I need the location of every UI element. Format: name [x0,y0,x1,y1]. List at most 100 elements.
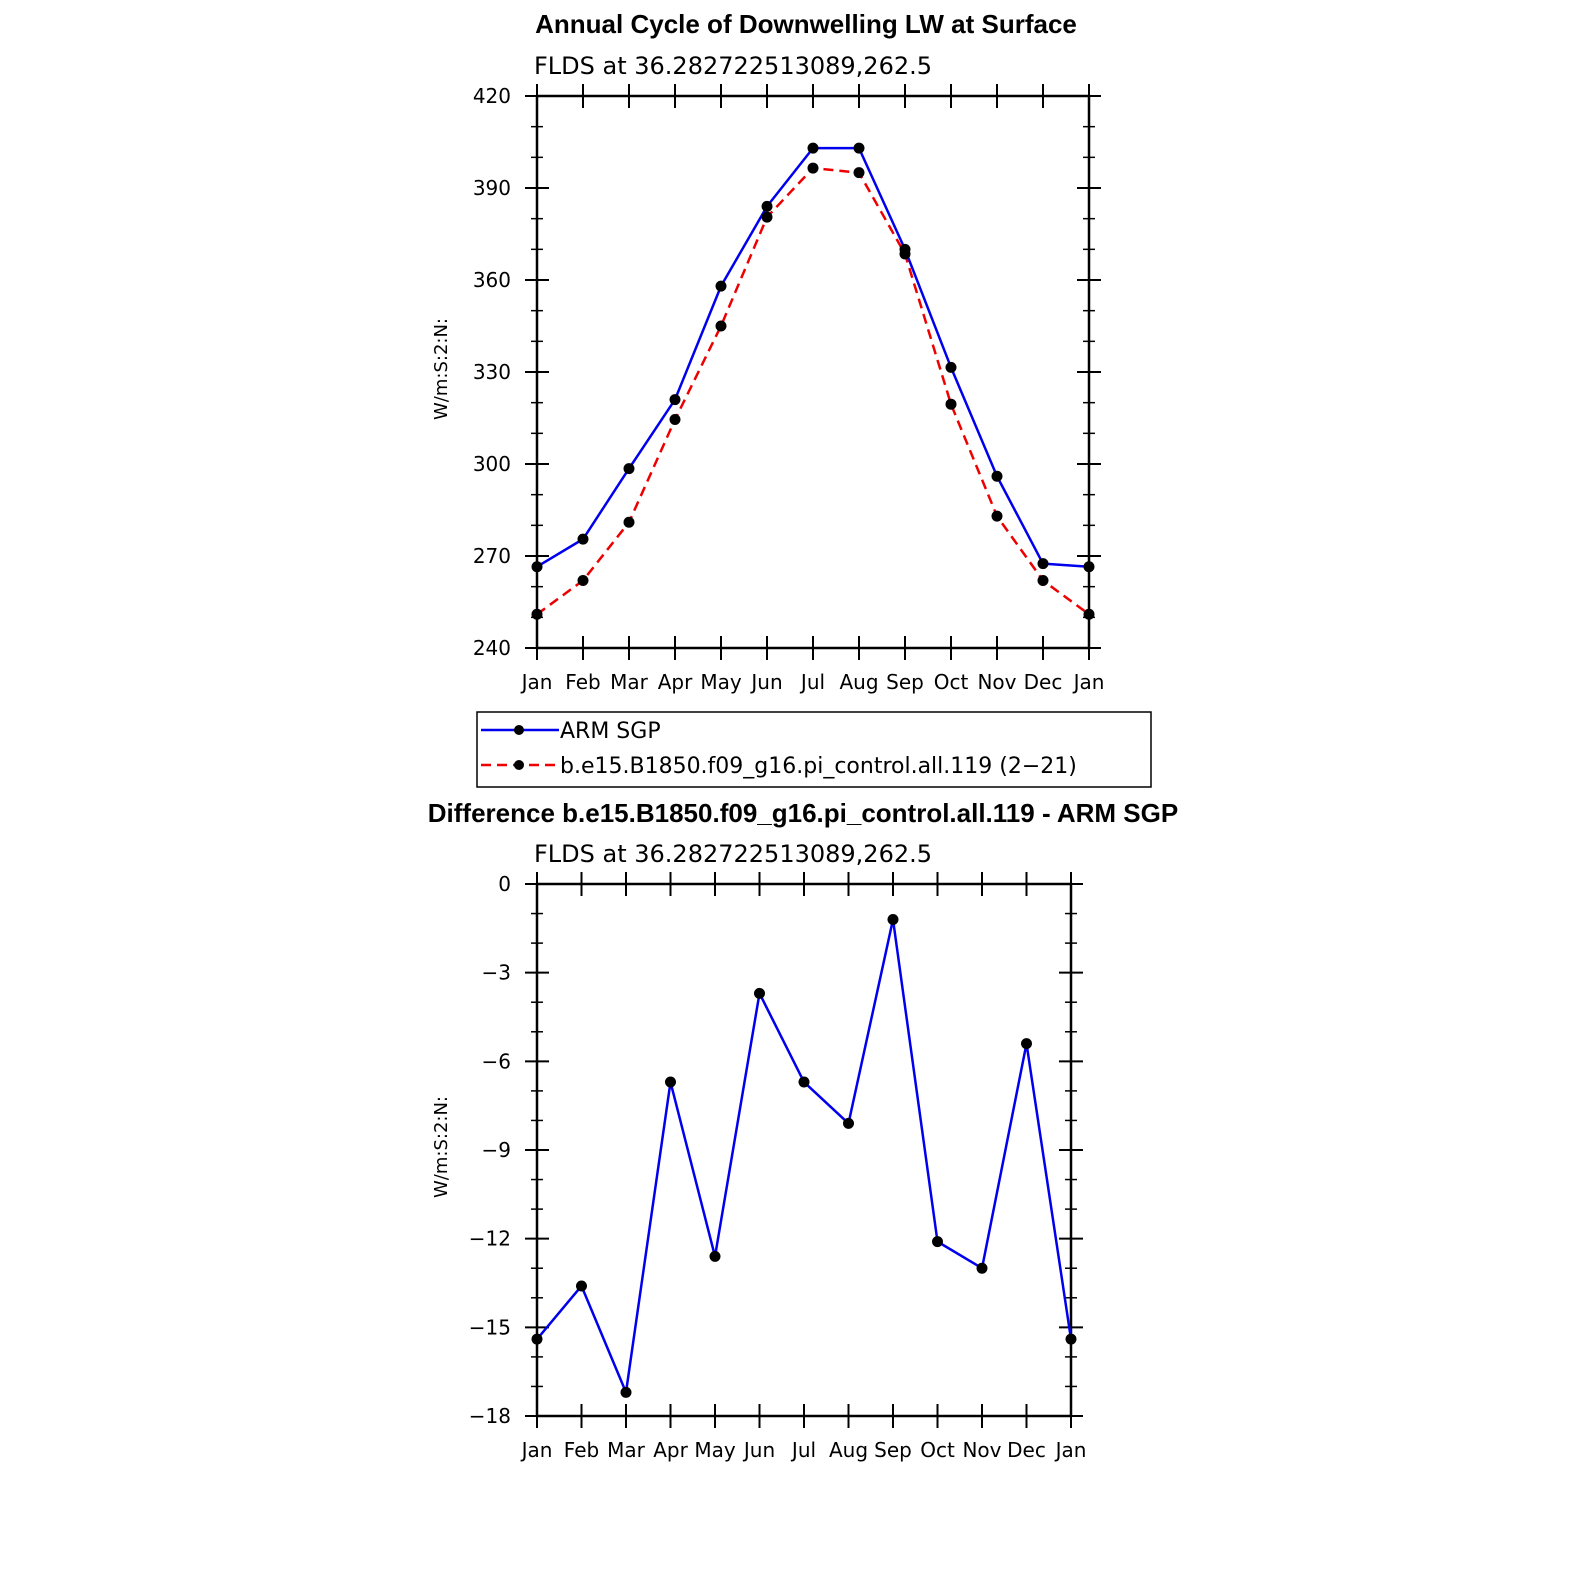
y-tick-label: −18 [469,1404,511,1428]
x-tick-label: Aug [829,1438,868,1462]
data-point-arm-sgp [623,463,635,475]
x-tick-label: Jul [790,1438,816,1462]
data-point-b-e15-b1850-f09-g16-pi-control-all-119-2-21 [1083,608,1095,620]
y-tick-label: −3 [482,961,511,985]
x-tick-label: May [694,1438,736,1462]
x-tick-label: Sep [874,1438,912,1462]
data-point-arm-sgp [1083,561,1095,573]
data-point-arm-sgp [807,142,819,154]
x-tick-label: Dec [1007,1438,1046,1462]
y-tick-label: 240 [473,636,511,660]
legend-marker-model [514,760,524,770]
y-tick-label: 330 [473,360,511,384]
data-point-b-e15-b1850-f09-g16-pi-control-all-119-2-21 [669,414,681,426]
data-point-b-e15-b1850-f09-g16-pi-control-all-119-2-21 [577,575,589,587]
data-point-arm-sgp [669,394,681,406]
legend-label-arm-sgp: ARM SGP [560,719,661,744]
x-tick-label: Apr [658,670,693,694]
legend-marker-arm-sgp [514,725,524,735]
y-tick-label: −6 [482,1049,511,1073]
data-point-b-e15-b1850-f09-g16-pi-control-all-119-2-21 [899,248,911,260]
annual-cycle-chart: Annual Cycle of Downwelling LW at Surfac… [431,9,1104,694]
y-tick-labels: −18 −15 −12 −9 −6 −3 0 [469,872,511,1428]
data-point-1 [754,987,765,999]
x-tick-label: Feb [565,670,600,694]
data-point-1 [709,1250,721,1262]
data-point-b-e15-b1850-f09-g16-pi-control-all-119-2-21 [531,608,543,620]
data-point-1 [843,1117,854,1129]
x-tick-label: Jul [799,670,825,694]
series-line-arm-sgp [536,146,1090,568]
data-point-1 [887,913,899,925]
x-tick-label: Nov [977,670,1016,694]
y-tick-label: 300 [473,452,511,476]
data-point-1 [976,1262,988,1274]
x-tick-label: Nov [962,1438,1001,1462]
data-point-b-e15-b1850-f09-g16-pi-control-all-119-2-21 [715,320,727,332]
data-point-arm-sgp [715,280,727,292]
x-tick-label: Oct [920,1438,955,1462]
legend-frame [476,711,1152,788]
plot-frame [535,882,1073,1418]
chart-subtitle: FLDS at 36.282722513089,262.5 [534,52,932,80]
data-point-1 [576,1280,587,1292]
data-point-1 [665,1076,676,1088]
data-point-1 [531,1333,543,1345]
data-point-1 [1065,1333,1077,1345]
data-point-b-e15-b1850-f09-g16-pi-control-all-119-2-21 [761,211,773,223]
y-axis-label: W/m:S:2:N: [431,318,452,420]
series-layer [531,913,1077,1398]
y-tick-labels: 240 270 300 330 360 390 420 [473,84,511,660]
plot-frame [535,94,1091,650]
x-tick-label: Mar [610,670,649,694]
data-point-arm-sgp [853,142,865,154]
x-tick-label: Jan [1072,670,1105,694]
data-point-1 [798,1076,810,1088]
x-tick-labels: Jan Feb Mar Apr May Jun Jul Aug Sep Oct Nov Dec Jan [520,670,1105,694]
data-point-b-e15-b1850-f09-g16-pi-control-all-119-2-21 [807,162,819,174]
y-tick-label: −15 [469,1315,511,1339]
x-tick-label: Jan [520,1438,553,1462]
data-point-b-e15-b1850-f09-g16-pi-control-all-119-2-21 [1037,575,1049,587]
data-point-arm-sgp [761,200,773,212]
chart-title: Difference b.e15.B1850.f09_g16.pi_contro… [428,798,1178,828]
data-point-arm-sgp [531,561,543,573]
difference-chart: Difference b.e15.B1850.f09_g16.pi_contro… [428,798,1178,1462]
legend-item-model: b.e15.B1850.f09_g16.pi_control.all.119 (… [481,754,1077,779]
y-tick-label: 270 [473,544,511,568]
data-point-arm-sgp [577,533,589,545]
data-point-arm-sgp [945,361,957,373]
series-line-b-e15-b1850-f09-g16-pi-control-all-119-2-21 [536,166,1090,616]
x-tick-label: Oct [934,670,969,694]
series-layer [531,142,1095,620]
x-tick-label: Jan [1054,1438,1087,1462]
y-tick-label: −9 [482,1138,511,1162]
data-point-arm-sgp [991,470,1003,482]
chart-subtitle: FLDS at 36.282722513089,262.5 [534,840,932,868]
x-tick-label: Sep [886,670,924,694]
legend-item-arm-sgp: ARM SGP [481,719,661,744]
legend-label-model: b.e15.B1850.f09_g16.pi_control.all.119 (… [560,754,1077,779]
chart-title: Annual Cycle of Downwelling LW at Surfac… [535,9,1077,39]
x-tick-labels: Jan Feb Mar Apr May Jun Jul Aug Sep Oct Nov Dec Jan [520,1438,1087,1462]
data-point-1 [620,1386,632,1398]
y-tick-label: 420 [473,84,511,108]
data-point-arm-sgp [1037,558,1049,570]
legend: ARM SGP b.e15.B1850.f09_g16.pi_control.a… [476,711,1152,788]
y-tick-label: 0 [498,872,511,896]
data-point-b-e15-b1850-f09-g16-pi-control-all-119-2-21 [623,516,635,528]
y-axis-label: W/m:S:2:N: [431,1096,452,1198]
data-point-b-e15-b1850-f09-g16-pi-control-all-119-2-21 [991,510,1003,522]
y-tick-label: 360 [473,268,511,292]
y-tick-label: −12 [469,1227,511,1251]
data-point-b-e15-b1850-f09-g16-pi-control-all-119-2-21 [853,167,865,179]
data-point-1 [932,1236,943,1248]
x-tick-label: Dec [1024,670,1063,694]
x-tick-label: Jun [742,1438,775,1462]
y-tick-label: 390 [473,176,511,200]
axis-ticks [525,872,1083,1428]
x-tick-label: Feb [564,1438,599,1462]
x-tick-label: Aug [839,670,878,694]
series-line-1 [536,918,1073,1394]
